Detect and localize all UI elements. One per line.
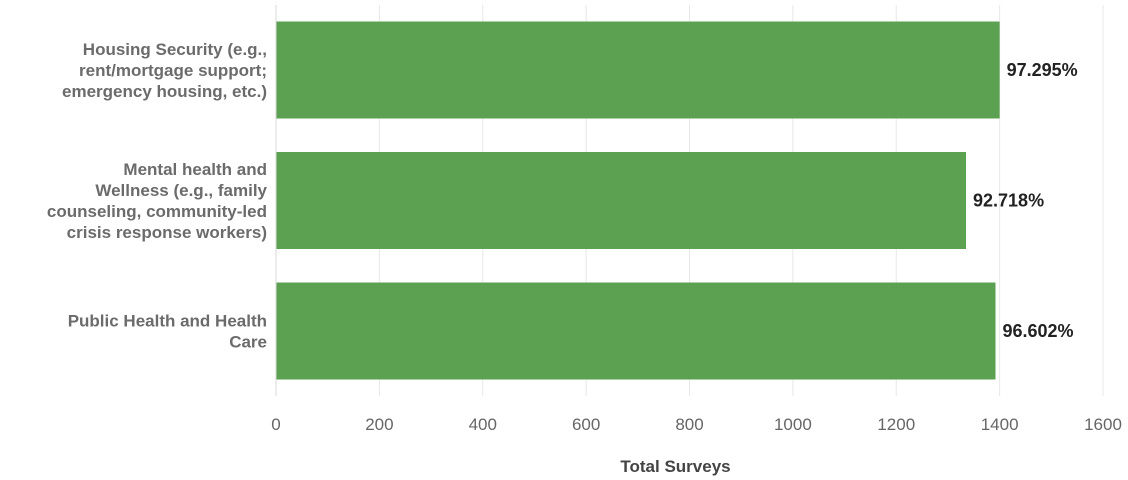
category-label: Housing Security (e.g., rent/mortgage sup…: [62, 40, 267, 101]
category-label-line: emergency housing, etc.): [62, 82, 267, 101]
category-label-line: Mental health and: [123, 160, 267, 179]
category-label-line: Care: [229, 333, 267, 352]
x-tick-label: 1000: [774, 415, 812, 434]
x-tick-label: 1400: [981, 415, 1019, 434]
bar: [276, 152, 967, 249]
category-label-line: rent/mortgage support;: [79, 61, 267, 80]
data-label: 97.295%: [1007, 60, 1078, 80]
x-tick-label: 600: [572, 415, 600, 434]
category-label-line: Public Health and Health: [68, 312, 267, 331]
data-label: 92.718%: [973, 191, 1044, 211]
bar: [276, 21, 1000, 119]
x-tick-label: 200: [365, 415, 393, 434]
data-labels: 97.295% 92.718% 96.602%: [973, 60, 1078, 341]
x-axis: 0 200 400 600 800 1000 1200 1400 1600: [271, 5, 1122, 434]
data-label: 96.602%: [1002, 321, 1073, 341]
x-tick-label: 1600: [1084, 415, 1122, 434]
x-tick-label: 0: [271, 415, 280, 434]
category-label: Public Health and Health Care: [68, 312, 267, 352]
category-label-line: Wellness (e.g., family: [95, 181, 267, 200]
category-label: Mental health and Wellness (e.g., family c…: [47, 160, 268, 242]
bars: [276, 21, 1000, 380]
x-axis-title: Total Surveys: [620, 457, 730, 476]
bar: [276, 282, 996, 380]
category-label-line: counseling, community-led: [47, 202, 267, 221]
category-labels: Housing Security (e.g., rent/mortgage sup…: [47, 40, 268, 352]
x-tick-label: 1200: [877, 415, 915, 434]
x-tick-label: 400: [469, 415, 497, 434]
x-tick-label: 800: [675, 415, 703, 434]
category-label-line: Housing Security (e.g.,: [83, 40, 267, 59]
category-label-line: crisis response workers): [67, 223, 267, 242]
